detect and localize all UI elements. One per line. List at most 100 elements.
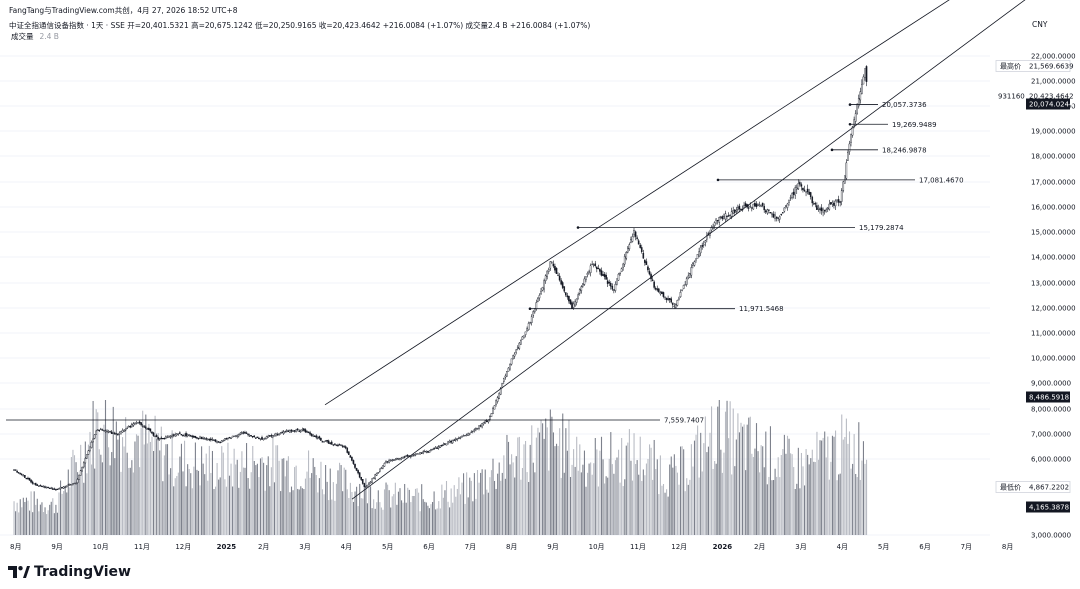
symbol-legend[interactable]: 中证全指通信设备指数 · 1天 · SSE 开=20,401.5321 高=20…	[9, 21, 591, 30]
candle-body	[786, 203, 789, 208]
volume-bar	[321, 489, 324, 535]
volume-bar	[549, 409, 551, 535]
candle-body	[434, 447, 437, 449]
volume-bar	[370, 486, 372, 535]
volume-bar	[459, 494, 461, 535]
candle-body	[799, 182, 801, 185]
volume-bar	[689, 479, 691, 535]
volume-bar	[839, 473, 841, 535]
tradingview-logo[interactable]: TradingView	[8, 563, 131, 581]
tradingview-logo-text: TradingView	[34, 564, 131, 580]
volume-bar	[345, 469, 347, 535]
currency-label[interactable]: CNY	[1032, 20, 1048, 29]
candle-body	[206, 438, 209, 440]
candle-body	[490, 413, 493, 417]
candle-body	[242, 432, 245, 434]
volume-bar	[458, 477, 460, 535]
volume-bar	[50, 501, 52, 535]
volume-bar	[531, 425, 533, 535]
candle-body	[537, 298, 539, 302]
candle-body	[436, 447, 438, 449]
candle-body	[454, 438, 457, 441]
volume-bar	[63, 491, 65, 535]
candle-body	[554, 266, 556, 271]
y-tick-label: 18,000.0000	[1031, 153, 1076, 161]
y-tick-label: 17,000.0000	[1031, 179, 1076, 187]
volume-bar	[816, 431, 818, 535]
candle-body	[459, 437, 462, 439]
candle-body	[315, 435, 318, 438]
volume-bar	[377, 490, 379, 535]
candle-body	[580, 286, 583, 291]
candle-body	[220, 440, 223, 443]
volume-bar	[188, 468, 190, 535]
candle-body	[351, 456, 353, 461]
drawings[interactable]: 7,559.7407 11,971.5468 15,179.2874 17,081.4…	[6, 0, 1028, 500]
x-tick-label: 9月	[51, 543, 62, 551]
candle-body	[802, 187, 804, 191]
volume-bar	[511, 454, 513, 535]
volume-bar	[326, 481, 328, 535]
candle-body	[137, 422, 139, 424]
candle-body	[104, 430, 107, 432]
volume-bar	[112, 406, 114, 535]
candle-body	[211, 438, 214, 441]
candle-body	[560, 280, 562, 285]
volume-bar	[743, 424, 745, 535]
candle-body	[383, 463, 386, 467]
candle-body	[81, 466, 83, 472]
candle-body	[479, 425, 482, 427]
volume-bar	[683, 449, 685, 535]
volume-bar	[78, 475, 80, 535]
volume-bar	[740, 422, 742, 535]
volume-bar	[340, 465, 342, 535]
candle-body	[289, 430, 291, 433]
volume-bar	[81, 468, 83, 535]
volume-bar	[608, 458, 610, 535]
candle-body	[752, 203, 755, 210]
volume-bar	[773, 480, 775, 535]
volume-bar	[146, 443, 148, 535]
candle-body	[79, 470, 82, 476]
volume-bar	[294, 467, 296, 535]
candle-body	[357, 470, 359, 474]
candle-body	[523, 335, 525, 339]
x-tick-label: 11月	[134, 543, 150, 551]
volume-bar	[472, 501, 474, 535]
candle-body	[338, 444, 341, 446]
candle-body	[420, 452, 423, 454]
volume-bar	[641, 480, 643, 535]
candle-body	[552, 263, 555, 267]
candle-body	[819, 208, 821, 210]
volume-bar	[852, 463, 854, 535]
candle-body	[547, 268, 550, 272]
volume-bar	[709, 432, 711, 535]
candle-body	[135, 422, 138, 424]
volume-bar	[678, 484, 680, 535]
x-tick-label: 6月	[919, 543, 930, 551]
candle-body	[39, 485, 42, 487]
volume-bar	[799, 488, 801, 535]
candle-body	[219, 442, 221, 444]
volume-bar	[797, 447, 799, 535]
candle-body	[93, 434, 96, 439]
candle-body	[144, 426, 147, 429]
candle-body	[281, 431, 283, 434]
volume-bar	[66, 492, 68, 535]
candle-body	[306, 431, 308, 433]
candle-body	[161, 438, 164, 440]
x-axis[interactable]: 8月 9月 10月 11月 12月 2025 2月 3月 4月 5月 6月 7月 8月 9月 10月 11月 1…	[10, 543, 1013, 551]
volume-bar	[537, 427, 539, 535]
y-axis[interactable]: 3,000.0000 6,000.0000 7,000.0000 8,000.0000…	[1031, 53, 1076, 540]
volume-bar	[594, 438, 596, 535]
candle-body	[265, 436, 268, 439]
volume-bar	[515, 456, 517, 535]
volume-legend[interactable]: 成交量 2.4 B	[11, 31, 59, 42]
volume-bar	[831, 435, 833, 535]
volume-bar	[788, 438, 790, 535]
volume-bar	[343, 467, 345, 535]
candle-body	[743, 205, 745, 208]
candle-body	[546, 270, 548, 277]
volume-bar	[721, 472, 723, 535]
